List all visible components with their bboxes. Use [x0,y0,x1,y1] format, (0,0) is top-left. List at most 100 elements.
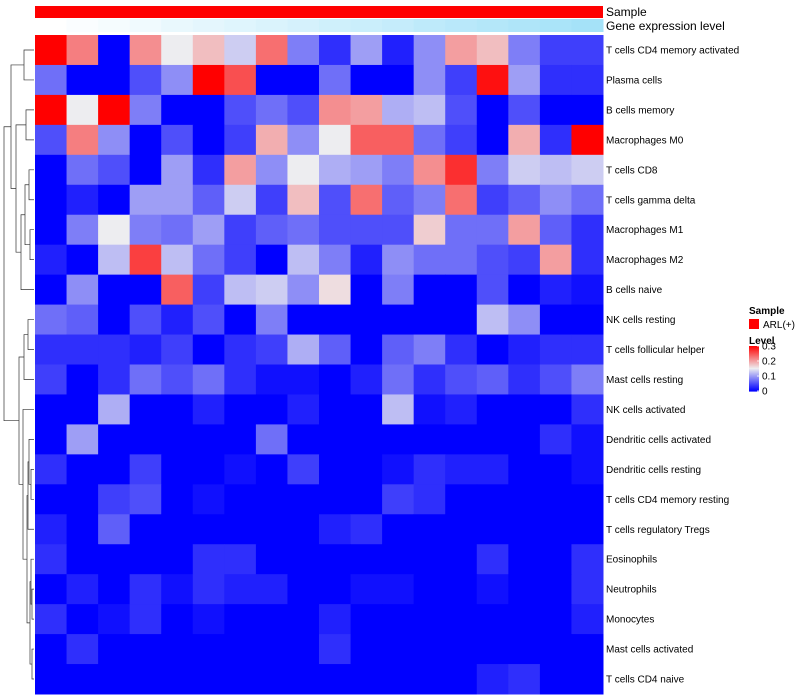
heatmap-cell [319,514,352,545]
heatmap-cell [35,454,68,485]
legend-color-step [749,354,759,356]
heatmap-cell [319,334,352,365]
heatmap-cell [192,274,225,306]
heatmap-cell [382,274,415,306]
heatmap-cell [224,394,257,425]
heatmap-cell [508,334,541,365]
heatmap-cell [539,514,572,545]
heatmap-cell [350,514,383,545]
heatmap-cell [571,634,604,665]
legend-color-step [749,374,759,376]
heatmap-cell [445,184,478,216]
heatmap-cell [539,64,572,96]
heatmap-cell [287,394,320,425]
heatmap-cell [508,484,541,515]
heatmap-cell [539,154,572,186]
dendrogram-root [3,126,19,422]
heatmap-cell [476,574,509,605]
heatmap-cell [571,64,604,96]
heatmap-cell [66,484,99,515]
heatmap-cell [35,154,68,186]
legend-color-step [749,381,759,383]
dendrogram-branch [10,64,24,189]
heatmap-cell [445,454,478,485]
heatmap-cell [382,664,415,695]
heatmap-cell [98,604,131,635]
heatmap-cell [66,454,99,485]
heatmap-cell [35,664,68,695]
heatmap-cell [319,94,352,126]
heatmap-cell [445,604,478,635]
heatmap-cell [319,64,352,96]
heatmap-cell [350,334,383,365]
heatmap-cell [319,424,352,455]
heatmap-cell [255,514,288,545]
heatmap-cell [413,484,446,515]
heatmap-cell [413,424,446,455]
heatmap-cell [224,424,257,455]
heatmap-cell [98,664,131,695]
heatmap-cell [413,184,446,216]
heatmap-cell [224,94,257,126]
gene-expression-cell [445,19,478,32]
heatmap-cell [66,304,99,336]
heatmap-cell [539,424,572,455]
legend-color-step [749,389,759,391]
heatmap-cell [476,604,509,635]
heatmap-cell [445,244,478,276]
dendrogram-branch [31,648,34,680]
heatmap-cell [350,124,383,156]
legend-color-step [749,377,759,379]
legend-color-step [749,352,759,354]
heatmap-cell [129,35,162,66]
dendrogram-branch [27,319,34,350]
heatmap-cell [571,334,604,365]
heatmap-cell [224,35,257,66]
heatmap-cell [161,454,194,485]
row-label: T cells CD4 memory resting [606,495,729,506]
heatmap-cell [129,274,162,306]
heatmap-cell [129,154,162,186]
heatmap-cell [35,124,68,156]
heatmap-cell [476,304,509,336]
heatmap-cell [319,664,352,695]
heatmap-cell [413,244,446,276]
legend-color-step [749,384,759,386]
heatmap-cell [508,514,541,545]
heatmap-cell [35,634,68,665]
heatmap-cell [255,154,288,186]
heatmap-cell [319,604,352,635]
heatmap-cell [129,124,162,156]
heatmap-cell [161,364,194,395]
gene-expression-cell [350,19,383,32]
heatmap-cell [350,304,383,336]
heatmap-cell [66,184,99,216]
heatmap-cell [539,634,572,665]
legend-color-step [749,363,759,365]
heatmap-cell [161,214,194,246]
heatmap-cell [319,574,352,605]
heatmap-cell [255,304,288,336]
legend-color-step [749,356,759,358]
heatmap-cell [445,334,478,365]
heatmap-cell [571,394,604,425]
heatmap-cell [413,64,446,96]
heatmap-cell [224,484,257,515]
legend-color-step [749,365,759,367]
heatmap-cell [98,274,131,306]
dendrogram-branch [28,169,34,201]
heatmap-cell [161,634,194,665]
heatmap-cell [508,64,541,96]
heatmap-cell [98,364,131,395]
heatmap-cell [350,35,383,66]
heatmap-cell [476,364,509,395]
heatmap-cell [476,64,509,96]
heatmap-cell [382,574,415,605]
heatmap-cell [35,514,68,545]
heatmap-cell [350,244,383,276]
heatmap-cell [255,364,288,395]
heatmap-cell [382,64,415,96]
heatmap-cell [413,574,446,605]
heatmap-cell [508,124,541,156]
heatmap-cell [161,274,194,306]
